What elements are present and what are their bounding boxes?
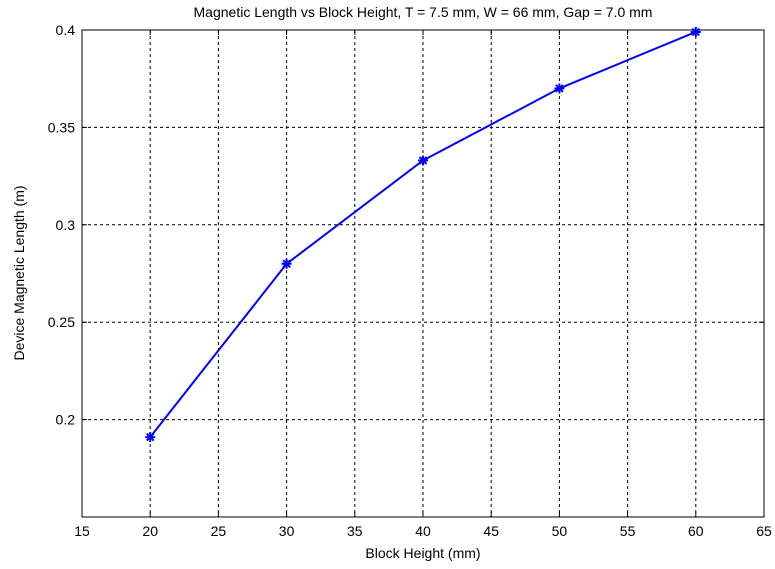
data-point-marker	[690, 26, 701, 37]
y-tick-label: 0.2	[56, 412, 76, 428]
x-tick-label: 20	[142, 523, 158, 539]
data-point-marker	[418, 155, 428, 166]
x-tick-label: 60	[688, 523, 704, 539]
series	[145, 26, 701, 443]
chart-title: Magnetic Length vs Block Height, T = 7.5…	[194, 4, 653, 20]
x-tick-label: 15	[74, 523, 90, 539]
data-point-marker	[145, 432, 156, 443]
ticks	[81, 29, 765, 517]
x-tick-label: 65	[756, 523, 772, 539]
x-tick-label: 25	[211, 523, 227, 539]
x-tick-label: 30	[279, 523, 295, 539]
x-tick-label: 45	[483, 523, 499, 539]
y-tick-label: 0.4	[56, 22, 76, 38]
x-tick-label: 50	[552, 523, 568, 539]
plot-area	[82, 30, 764, 517]
data-point-marker	[281, 258, 292, 269]
x-axis-label: Block Height (mm)	[365, 545, 480, 561]
y-tick-label: 0.3	[56, 217, 76, 233]
tick-labels: 15 20 25 30 35 40 45 50 55 60 65 0.2 0.25 0.3 0.35 0.4	[48, 22, 772, 539]
x-tick-label: 40	[415, 523, 431, 539]
data-point-marker	[554, 83, 565, 94]
y-tick-label: 0.35	[48, 119, 75, 135]
y-axis-label: Device Magnetic Length (m)	[11, 185, 27, 360]
x-tick-label: 55	[620, 523, 636, 539]
y-tick-label: 0.25	[48, 314, 75, 330]
x-tick-label: 35	[347, 523, 363, 539]
